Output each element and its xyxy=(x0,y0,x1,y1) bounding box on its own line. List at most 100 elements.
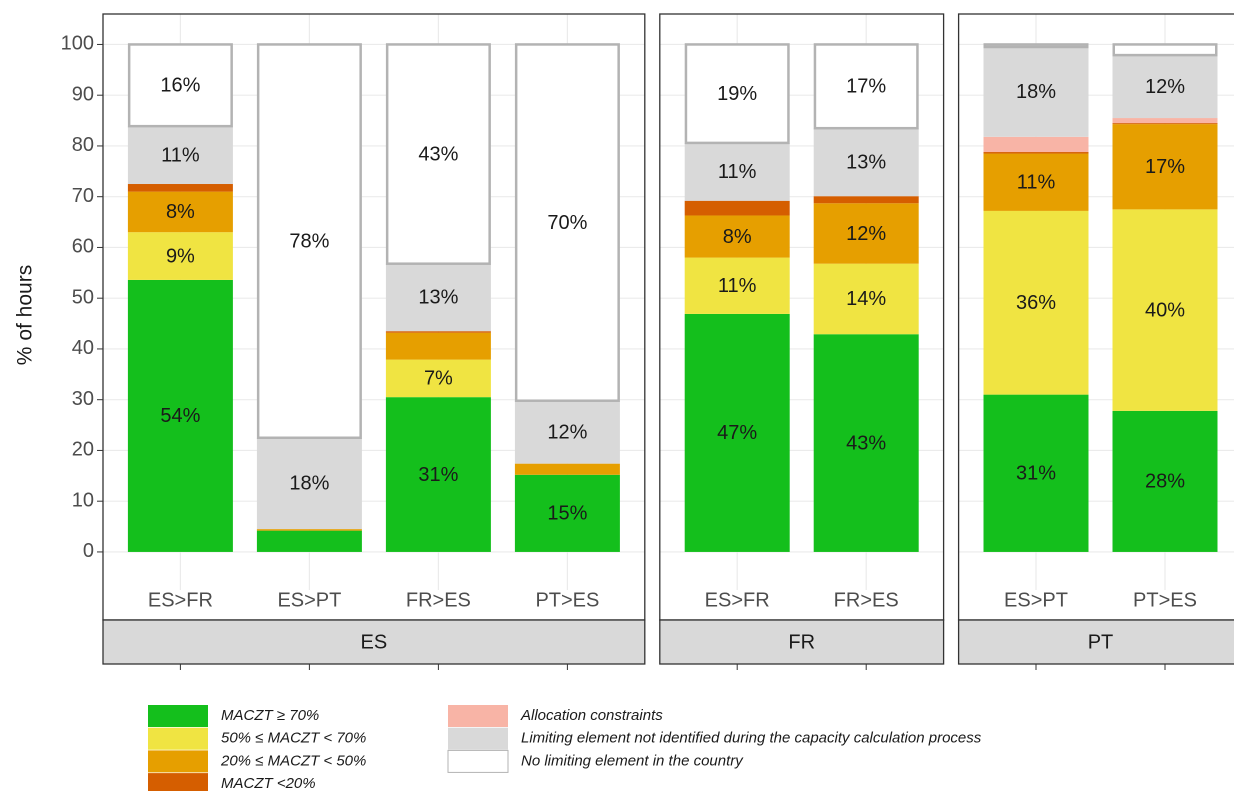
y-tick-label: 90 xyxy=(72,83,94,105)
bar-segment xyxy=(983,153,1089,211)
bar-segment xyxy=(684,142,790,201)
y-tick-label: 60 xyxy=(72,236,94,258)
bar-segment xyxy=(983,43,1089,49)
facet-strip xyxy=(957,619,1234,665)
legend-label: MACZT <20% xyxy=(221,775,316,791)
facet-label: ES xyxy=(361,631,388,653)
value-label: 47% xyxy=(717,422,757,444)
bar-segment xyxy=(385,43,491,265)
value-label: 28% xyxy=(1145,471,1185,493)
y-tick-label: 80 xyxy=(72,134,94,156)
bar-segment xyxy=(813,43,919,130)
value-label: 11% xyxy=(161,144,200,166)
bar-segment xyxy=(684,43,790,145)
x-tick-label: PT>ES xyxy=(1133,589,1197,611)
value-label: 14% xyxy=(846,288,886,310)
value-label: 43% xyxy=(846,432,886,454)
bar-segment xyxy=(983,46,1089,137)
value-label: 31% xyxy=(1016,463,1056,485)
legend-key xyxy=(148,773,208,791)
value-label: 8% xyxy=(166,201,195,223)
bar-segment xyxy=(127,191,233,233)
value-label: 13% xyxy=(846,151,886,173)
bar-segment xyxy=(1112,118,1218,124)
legend-label: 50% ≤ MACZT < 70% xyxy=(221,730,366,747)
y-tick-label: 0 xyxy=(83,540,94,562)
facet-panel: 31% 36% 11% 18% ES>PT 28% 40% 17% 12% PT>ES PT xyxy=(957,13,1234,670)
value-label: 11% xyxy=(1017,172,1056,194)
value-label: 9% xyxy=(166,245,195,267)
bar-segment xyxy=(1112,123,1218,125)
bar-segment xyxy=(514,400,620,464)
value-label: 18% xyxy=(289,473,329,495)
value-label: 31% xyxy=(418,464,458,486)
bar-segment xyxy=(813,128,919,197)
bar-segment xyxy=(1112,55,1218,119)
bar-segment xyxy=(983,136,1089,153)
y-tick-label: 50 xyxy=(72,286,94,308)
legend-label: No limiting element in the country xyxy=(521,752,744,769)
bar-segment xyxy=(1112,410,1218,552)
facet-panel: 54% 9% 8% 11% 16% ES>FR 18% 78% ES>PT 31% 7% 13% 43%… xyxy=(102,13,646,670)
bar-segment xyxy=(983,152,1089,154)
bar-segment xyxy=(813,334,919,552)
value-label: 36% xyxy=(1016,292,1056,314)
value-label: 54% xyxy=(160,405,200,427)
facet-strip xyxy=(659,619,945,665)
bar-segment xyxy=(256,437,362,530)
value-label: 12% xyxy=(547,421,587,443)
x-tick-label: ES>PT xyxy=(277,589,341,611)
bar-segment xyxy=(127,232,233,280)
bar-segment xyxy=(813,203,919,264)
bar-segment xyxy=(256,530,362,552)
legend-key xyxy=(148,705,208,727)
bar-segment xyxy=(256,43,362,440)
y-tick-label: 30 xyxy=(72,388,94,410)
value-label: 16% xyxy=(160,75,200,97)
bar-segment xyxy=(127,184,233,192)
value-label: 17% xyxy=(846,76,886,98)
bar-segment xyxy=(385,331,491,333)
value-label: 13% xyxy=(418,287,458,309)
value-label: 11% xyxy=(718,161,757,183)
bar-segment xyxy=(1112,124,1218,210)
bar-segment xyxy=(256,529,362,531)
legend-key xyxy=(447,749,509,773)
bar-segment xyxy=(385,397,491,552)
bar-segment xyxy=(684,215,790,258)
y-tick-label: 40 xyxy=(72,337,94,359)
value-label: 17% xyxy=(1145,156,1185,178)
value-label: 8% xyxy=(723,226,752,248)
bar-segment xyxy=(684,257,790,314)
legend-label: Limiting element not identified during t… xyxy=(521,730,982,747)
facet-strip xyxy=(102,619,646,665)
value-label: 43% xyxy=(418,143,458,165)
legend-key xyxy=(448,727,508,750)
value-label: 12% xyxy=(1145,76,1185,98)
legend-key xyxy=(148,727,208,750)
x-tick-label: FR>ES xyxy=(406,589,471,611)
x-tick-label: ES>FR xyxy=(705,589,770,611)
value-label: 78% xyxy=(289,230,329,252)
x-tick-label: PT>ES xyxy=(535,589,599,611)
bar-segment xyxy=(983,210,1089,395)
bar-segment xyxy=(514,43,620,402)
bar-segment xyxy=(514,463,620,475)
bar-segment xyxy=(385,263,491,332)
value-label: 18% xyxy=(1016,81,1056,103)
value-label: 15% xyxy=(547,503,587,525)
bar-segment xyxy=(684,200,790,216)
value-label: 70% xyxy=(547,212,587,234)
y-tick-label: 20 xyxy=(72,439,94,461)
bar-segment xyxy=(684,313,790,552)
x-tick-label: FR>ES xyxy=(834,589,899,611)
x-tick-label: ES>PT xyxy=(1004,589,1068,611)
facet-panel: 47% 11% 8% 11% 19% ES>FR 43% 14% 12% 13% 17% FR>ES F… xyxy=(659,13,945,670)
legend-label: Allocation constraints xyxy=(520,707,663,724)
value-label: 40% xyxy=(1145,299,1185,321)
value-label: 11% xyxy=(718,275,757,297)
bar-segment xyxy=(514,474,620,552)
y-axis-label: % of hours xyxy=(14,265,37,365)
x-tick-label: ES>FR xyxy=(148,589,213,611)
